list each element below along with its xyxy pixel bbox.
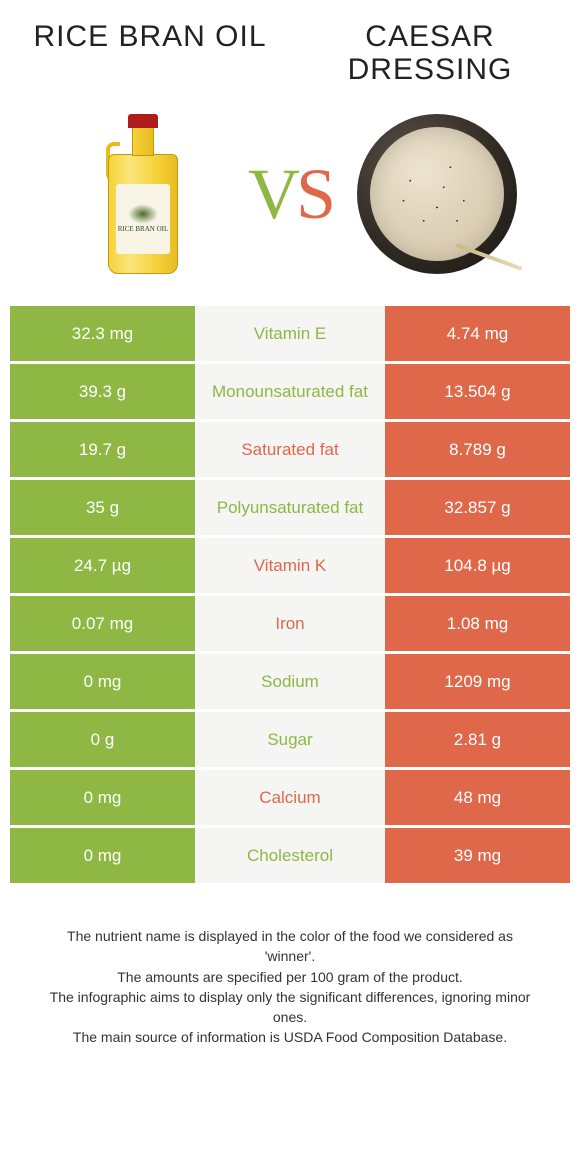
nutrient-name: Iron bbox=[195, 596, 385, 654]
left-value: 24.7 µg bbox=[10, 538, 195, 596]
left-value: 35 g bbox=[10, 480, 195, 538]
nutrient-name: Calcium bbox=[195, 770, 385, 828]
nutrient-name: Cholesterol bbox=[195, 828, 385, 886]
footer-line: The nutrient name is displayed in the co… bbox=[40, 926, 540, 967]
left-value: 0.07 mg bbox=[10, 596, 195, 654]
nutrient-name: Saturated fat bbox=[195, 422, 385, 480]
nutrient-name: Polyunsaturated fat bbox=[195, 480, 385, 538]
bottle-label: RICE BRAN OIL bbox=[116, 184, 170, 254]
left-value: 19.7 g bbox=[10, 422, 195, 480]
footer-line: The main source of information is USDA F… bbox=[40, 1027, 540, 1047]
right-value: 2.81 g bbox=[385, 712, 570, 770]
right-value: 32.857 g bbox=[385, 480, 570, 538]
nutrient-name: Sugar bbox=[195, 712, 385, 770]
left-value: 0 mg bbox=[10, 654, 195, 712]
right-value: 1.08 mg bbox=[385, 596, 570, 654]
nutrient-name: Sodium bbox=[195, 654, 385, 712]
left-value: 0 mg bbox=[10, 770, 195, 828]
nutrient-row: 24.7 µgVitamin K104.8 µg bbox=[10, 538, 570, 596]
right-value: 1209 mg bbox=[385, 654, 570, 712]
left-value: 39.3 g bbox=[10, 364, 195, 422]
nutrient-row: 0 mgCholesterol39 mg bbox=[10, 828, 570, 886]
nutrient-row: 35 gPolyunsaturated fat32.857 g bbox=[10, 480, 570, 538]
nutrient-row: 32.3 mgVitamin E4.74 mg bbox=[10, 306, 570, 364]
nutrient-name: Monounsaturated fat bbox=[195, 364, 385, 422]
right-value: 48 mg bbox=[385, 770, 570, 828]
nutrient-row: 0.07 mgIron1.08 mg bbox=[10, 596, 570, 654]
right-food-title: CAESAR DRESSING bbox=[296, 20, 565, 86]
nutrient-row: 19.7 gSaturated fat8.789 g bbox=[10, 422, 570, 480]
right-value: 8.789 g bbox=[385, 422, 570, 480]
footer-notes: The nutrient name is displayed in the co… bbox=[10, 926, 570, 1048]
right-food-image bbox=[352, 109, 522, 279]
right-value: 4.74 mg bbox=[385, 306, 570, 364]
nutrient-name: Vitamin E bbox=[195, 306, 385, 364]
dressing-bowl-illustration bbox=[352, 109, 522, 279]
left-value: 32.3 mg bbox=[10, 306, 195, 364]
left-value: 0 g bbox=[10, 712, 195, 770]
footer-line: The infographic aims to display only the… bbox=[40, 987, 540, 1028]
nutrient-table: 32.3 mgVitamin E4.74 mg39.3 gMonounsatur… bbox=[10, 306, 570, 886]
left-value: 0 mg bbox=[10, 828, 195, 886]
right-value: 13.504 g bbox=[385, 364, 570, 422]
right-value: 39 mg bbox=[385, 828, 570, 886]
vs-label: VS bbox=[248, 153, 332, 236]
nutrient-row: 0 gSugar2.81 g bbox=[10, 712, 570, 770]
footer-line: The amounts are specified per 100 gram o… bbox=[40, 967, 540, 987]
image-row: RICE BRAN OIL VS bbox=[10, 104, 570, 284]
right-value: 104.8 µg bbox=[385, 538, 570, 596]
oil-bottle-illustration: RICE BRAN OIL bbox=[98, 114, 188, 274]
titles-row: RICE BRAN OIL CAESAR DRESSING bbox=[10, 20, 570, 86]
nutrient-row: 39.3 gMonounsaturated fat13.504 g bbox=[10, 364, 570, 422]
nutrient-row: 0 mgCalcium48 mg bbox=[10, 770, 570, 828]
infographic-container: RICE BRAN OIL CAESAR DRESSING RICE BRAN … bbox=[0, 0, 580, 1048]
nutrient-name: Vitamin K bbox=[195, 538, 385, 596]
left-food-title: RICE BRAN OIL bbox=[16, 20, 285, 53]
left-food-image: RICE BRAN OIL bbox=[58, 109, 228, 279]
nutrient-row: 0 mgSodium1209 mg bbox=[10, 654, 570, 712]
